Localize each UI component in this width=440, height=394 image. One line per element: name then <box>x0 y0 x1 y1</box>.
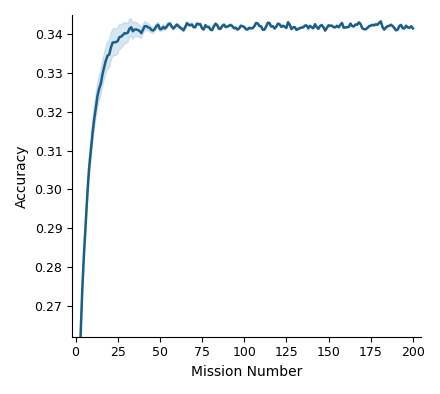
Y-axis label: Accuracy: Accuracy <box>15 144 29 208</box>
X-axis label: Mission Number: Mission Number <box>191 365 302 379</box>
